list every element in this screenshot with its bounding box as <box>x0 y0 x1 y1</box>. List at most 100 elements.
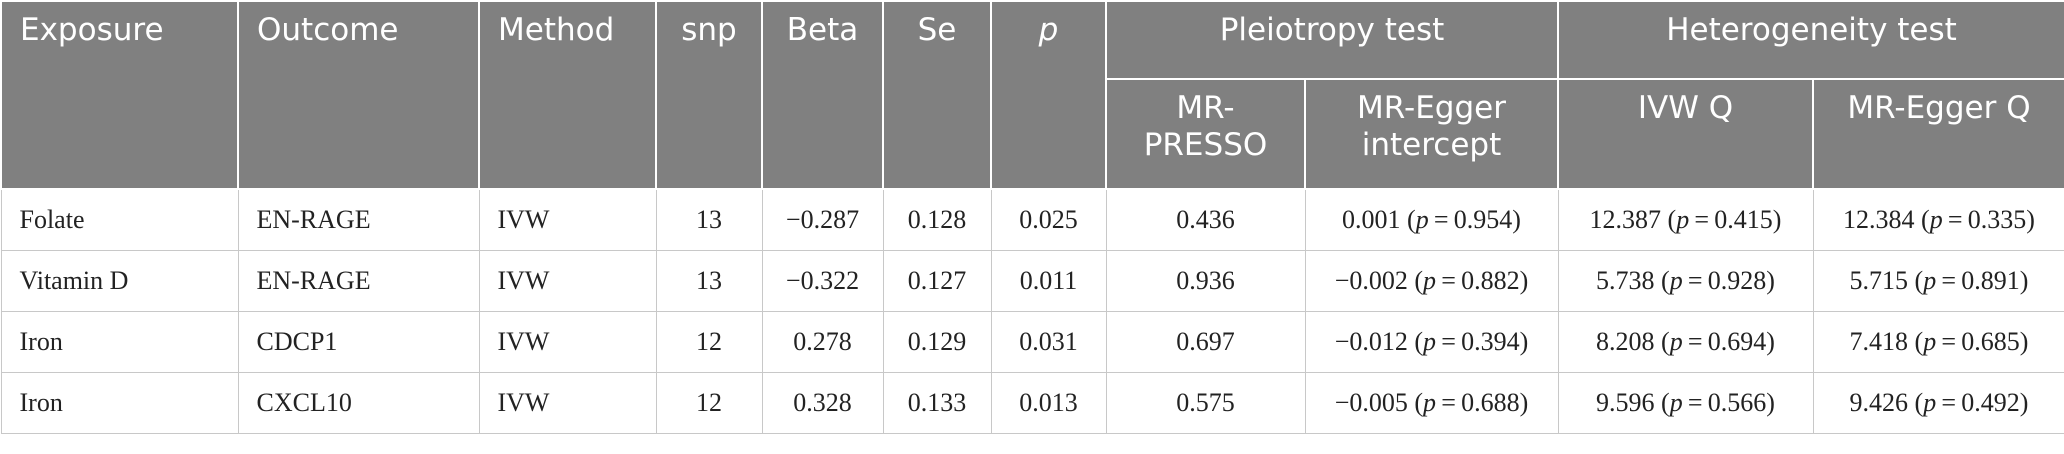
sub-header: MR-Egger intercept <box>1304 78 1559 190</box>
table-cell: 9.596 (p = 0.566) <box>1557 372 1814 434</box>
table-cell: 9.426 (p = 0.492) <box>1812 372 2064 434</box>
table-cell: CDCP1 <box>237 311 480 373</box>
table-header: Exposure Outcome Method snp Beta Se p Pleiotrop… <box>0 0 2064 190</box>
table-cell: 12.384 (p = 0.335) <box>1812 188 2064 251</box>
table-row: Iron CXCL10 IVW 12 0.328 0.133 0.013 0.575 −0.00… <box>0 372 2064 434</box>
table-cell: EN-RAGE <box>237 188 480 251</box>
column-header: Beta <box>761 0 884 190</box>
table-cell: 12 <box>655 311 763 373</box>
cell-part: = 0.415) <box>1689 205 1782 234</box>
table-cell: 0.013 <box>990 372 1107 434</box>
table-cell: EN-RAGE <box>237 250 480 312</box>
table-cell: IVW <box>478 250 657 312</box>
cell-part: 12.384 ( <box>1843 205 1930 234</box>
cell-part: = 0.954) <box>1428 205 1521 234</box>
table-cell: 13 <box>655 188 763 251</box>
cell-part: = 0.566) <box>1682 388 1775 417</box>
cell-part: p <box>1423 327 1437 356</box>
column-header: Se <box>882 0 992 190</box>
table-cell: IVW <box>478 311 657 373</box>
column-header: Exposure <box>0 0 239 190</box>
cell-part: = 0.335) <box>1942 205 2035 234</box>
table-cell: 0.127 <box>882 250 992 312</box>
sub-header: IVW Q <box>1557 78 1814 190</box>
cell-part: = 0.394) <box>1436 327 1529 356</box>
table-row: Vitamin D EN-RAGE IVW 13 −0.322 0.127 0.011 0.9… <box>0 250 2064 312</box>
column-header: Method <box>478 0 657 190</box>
table-cell: 0.936 <box>1105 250 1306 312</box>
table-cell: 0.328 <box>761 372 884 434</box>
column-header: Outcome <box>237 0 480 190</box>
table-cell: 12.387 (p = 0.415) <box>1557 188 1814 251</box>
cell-part: p <box>1423 388 1437 417</box>
table-body: Folate EN-RAGE IVW 13 −0.287 0.128 0.025 0.436 0… <box>0 188 2064 434</box>
column-header: Pleiotropy test <box>1105 0 1559 80</box>
cell-part: 5.715 ( <box>1849 266 1924 295</box>
subheader-row: MR-PRESSO MR-Egger intercept IVW Q MR-Egger… <box>1 78 2064 190</box>
cell-part: 9.596 ( <box>1596 388 1670 417</box>
cell-part: = 0.882) <box>1436 266 1529 295</box>
table-cell: Folate <box>0 188 239 251</box>
cell-part: p <box>1929 205 1943 234</box>
table-cell: 0.128 <box>882 188 992 251</box>
cell-part: p <box>1415 205 1429 234</box>
table-cell: IVW <box>478 372 657 434</box>
header-text: p <box>1038 12 1059 48</box>
table-cell: 5.738 (p = 0.928) <box>1557 250 1814 312</box>
cell-part: p <box>1923 266 1937 295</box>
cell-part: −0.012 ( <box>1334 327 1424 356</box>
header-row: Exposure Outcome Method snp Beta Se p Pleiotrop… <box>0 0 2064 190</box>
table-cell: −0.002 (p = 0.882) <box>1304 250 1559 312</box>
table-cell: 0.133 <box>882 372 992 434</box>
table-cell: −0.287 <box>761 188 884 251</box>
sub-header: MR-Egger Q <box>1812 78 2064 190</box>
table-cell: 12 <box>655 372 763 434</box>
table-cell: 7.418 (p = 0.685) <box>1812 311 2064 373</box>
column-header: Heterogeneity test <box>1557 0 2064 80</box>
table-cell: 0.697 <box>1105 311 1306 373</box>
table-cell: −0.005 (p = 0.688) <box>1304 372 1559 434</box>
cell-part: 5.738 ( <box>1596 266 1670 295</box>
cell-part: p <box>1676 205 1690 234</box>
table-cell: Vitamin D <box>0 250 239 312</box>
table-cell: 0.031 <box>990 311 1107 373</box>
cell-part: = 0.685) <box>1936 327 2029 356</box>
table-cell: 0.575 <box>1105 372 1306 434</box>
cell-part: = 0.891) <box>1936 266 2029 295</box>
table-row: Folate EN-RAGE IVW 13 −0.287 0.128 0.025 0.436 0… <box>0 188 2064 251</box>
cell-part: 8.208 ( <box>1596 327 1670 356</box>
cell-part: p <box>1923 327 1937 356</box>
table-cell: Iron <box>0 311 239 373</box>
table-cell: −0.012 (p = 0.394) <box>1304 311 1559 373</box>
cell-part: −0.005 ( <box>1334 388 1424 417</box>
cell-part: = 0.694) <box>1682 327 1775 356</box>
table-cell: 0.436 <box>1105 188 1306 251</box>
column-header: p <box>990 0 1107 190</box>
table-cell: 0.278 <box>761 311 884 373</box>
cell-part: = 0.688) <box>1436 388 1529 417</box>
table-cell: 0.129 <box>882 311 992 373</box>
table-cell: 8.208 (p = 0.694) <box>1557 311 1814 373</box>
cell-part: p <box>1669 266 1683 295</box>
table-row: Iron CDCP1 IVW 12 0.278 0.129 0.031 0.697 −0.012… <box>0 311 2064 373</box>
cell-part: p <box>1669 327 1683 356</box>
table-cell: IVW <box>478 188 657 251</box>
table-cell: CXCL10 <box>237 372 480 434</box>
cell-part: = 0.928) <box>1682 266 1775 295</box>
cell-part: p <box>1923 388 1937 417</box>
cell-part: 7.418 ( <box>1849 327 1924 356</box>
table-cell: 5.715 (p = 0.891) <box>1812 250 2064 312</box>
table-cell: 13 <box>655 250 763 312</box>
table-cell: Iron <box>0 372 239 434</box>
cell-part: p <box>1423 266 1437 295</box>
table-cell: −0.322 <box>761 250 884 312</box>
cell-part: = 0.492) <box>1936 388 2029 417</box>
cell-part: −0.002 ( <box>1334 266 1424 295</box>
table-cell: 0.001 (p = 0.954) <box>1304 188 1559 251</box>
cell-part: 0.001 ( <box>1342 205 1416 234</box>
results-table: Exposure Outcome Method snp Beta Se p Pleiotrop… <box>0 0 2064 434</box>
sub-header: MR-PRESSO <box>1105 78 1306 190</box>
column-header: snp <box>655 0 763 190</box>
table-cell: 0.011 <box>990 250 1107 312</box>
